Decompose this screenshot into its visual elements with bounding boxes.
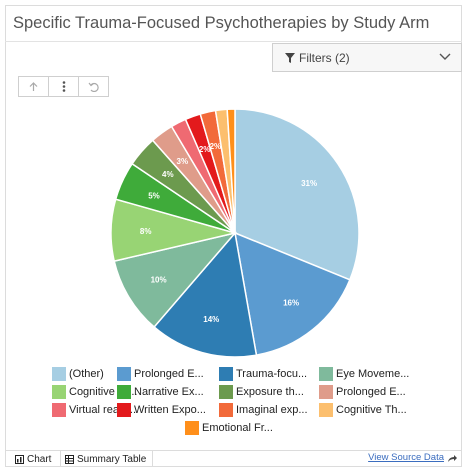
legend-item[interactable]: (Other): [52, 367, 104, 381]
legend-swatch: [117, 367, 131, 381]
legend-item[interactable]: Cognitive Th...: [319, 403, 407, 417]
chevron-down-icon: [439, 53, 451, 60]
slice-label: 31%: [301, 179, 317, 188]
legend-item[interactable]: Prolonged E...: [117, 367, 204, 381]
slice-label: 5%: [148, 191, 160, 200]
legend-item[interactable]: Trauma-focu...: [219, 367, 307, 381]
pie-slice[interactable]: [153, 231, 258, 358]
legend-item[interactable]: Narrative Ex...: [117, 385, 204, 399]
legend-label: Written Expo...: [134, 404, 206, 416]
tab-summary-table-label: Summary Table: [77, 453, 147, 465]
title-divider: [5, 41, 462, 42]
legend-label: (Other): [69, 368, 104, 380]
legend-label: Cognitive Th...: [336, 404, 407, 416]
tab-chart-label: Chart: [27, 453, 52, 465]
legend-swatch: [219, 367, 233, 381]
view-source-data-link[interactable]: View Source Data: [368, 452, 444, 463]
legend-swatch: [117, 403, 131, 417]
legend-label: Prolonged E...: [336, 386, 406, 398]
slice-label: 16%: [283, 299, 299, 308]
legend-swatch: [117, 385, 131, 399]
filters-dropdown[interactable]: Filters (2): [272, 43, 462, 72]
arrow-up-icon: [29, 81, 38, 91]
legend-label: Narrative Ex...: [134, 386, 204, 398]
legend-swatch: [52, 385, 66, 399]
legend-label: Exposure th...: [236, 386, 304, 398]
slice-label: 4%: [162, 170, 174, 179]
slice-label: 3%: [177, 157, 189, 166]
slice-label: 10%: [151, 275, 167, 284]
pie-slice[interactable]: [113, 231, 238, 329]
chart-icon: [15, 454, 24, 464]
table-icon: [65, 454, 74, 464]
chart-toolbar: [18, 76, 109, 97]
pie-chart: 31% 16% 14% 10% 8% 5% 4%3% 2% 2%: [110, 108, 360, 358]
legend-swatch: [219, 385, 233, 399]
tab-summary-table[interactable]: Summary Table: [61, 451, 153, 467]
legend-swatch: [319, 403, 333, 417]
pie-slice[interactable]: [226, 108, 236, 234]
page-title: Specific Trauma-Focused Psychotherapies …: [13, 14, 430, 32]
legend-item[interactable]: Written Expo...: [117, 403, 206, 417]
pie-slice[interactable]: [234, 231, 351, 356]
legend-label: Prolonged E...: [134, 368, 204, 380]
vertical-ellipsis-icon: [62, 81, 65, 92]
legend-label: Imaginal exp...: [236, 404, 308, 416]
filters-label: Filters (2): [299, 50, 350, 65]
slice-label: 2%: [199, 145, 211, 154]
legend-item[interactable]: Exposure th...: [219, 385, 304, 399]
legend-item[interactable]: Prolonged E...: [319, 385, 406, 399]
slice-label: 14%: [203, 315, 219, 324]
slice-label: 2%: [210, 142, 222, 151]
slice-label: 8%: [140, 227, 152, 236]
legend-label: Trauma-focu...: [236, 368, 308, 380]
legend-swatch: [219, 403, 233, 417]
legend-swatch: [185, 421, 199, 435]
legend-swatch: [52, 367, 66, 381]
undo-icon: [88, 82, 99, 92]
legend-swatch: [319, 385, 333, 399]
legend-label: Emotional Fr...: [202, 422, 273, 434]
filter-icon: [285, 52, 295, 63]
undo-button[interactable]: [78, 76, 109, 97]
legend-item[interactable]: Imaginal exp...: [219, 403, 308, 417]
legend-swatch: [52, 403, 66, 417]
share-arrow-icon[interactable]: [447, 454, 458, 463]
tab-chart[interactable]: Chart: [11, 451, 61, 467]
bottom-tab-bar: Chart Summary Table View Source Data: [5, 450, 462, 467]
legend-item[interactable]: Emotional Fr...: [185, 421, 273, 435]
pie-slice[interactable]: [234, 108, 360, 281]
legend-swatch: [319, 367, 333, 381]
legend-item[interactable]: Eye Moveme...: [319, 367, 409, 381]
legend-label: Eye Moveme...: [336, 368, 410, 380]
chart-legend: (Other) Prolonged E... Trauma-focu... Eye M…: [0, 367, 469, 437]
